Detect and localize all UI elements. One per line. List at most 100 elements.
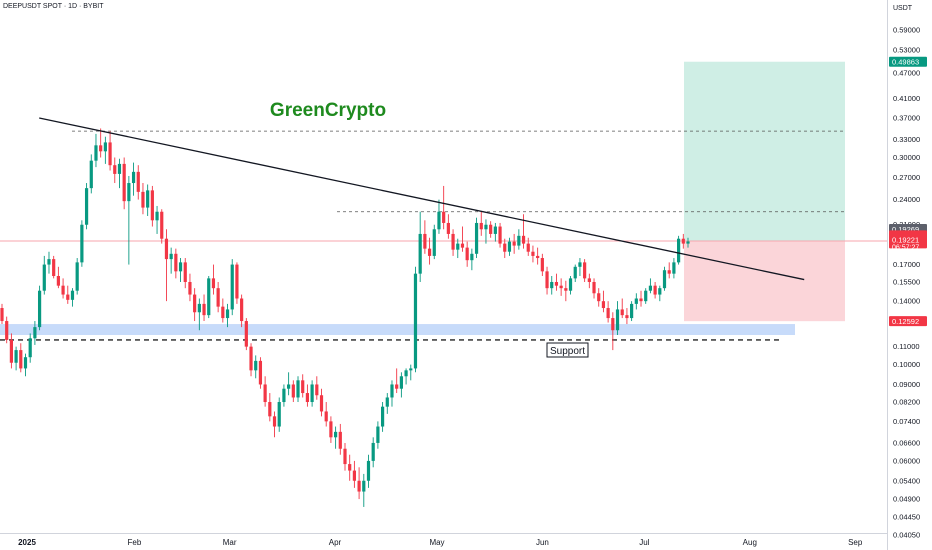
candle [183,258,187,289]
candle [277,397,281,432]
candle [305,384,310,407]
candle [465,241,469,267]
candle [611,312,615,351]
candle [108,131,112,171]
candle [122,157,126,210]
candle [470,248,474,271]
candle [127,175,131,265]
candle [639,290,643,307]
candle [592,278,596,299]
candle [221,298,225,323]
candle [390,380,394,407]
candle [0,303,4,325]
candle [287,372,291,396]
x-tick-label: Mar [223,538,237,547]
candle [113,157,117,184]
candle [484,219,488,244]
y-axis[interactable]: 0.59000 0.53000 0.47000 0.41000 0.37000 0.330… [893,26,920,540]
candle [357,467,361,500]
candle [141,183,145,215]
candle [282,384,286,407]
candle [169,247,173,274]
candle [658,285,662,302]
candle [197,298,201,331]
candle [9,333,13,369]
candle [409,364,413,381]
candle [681,233,685,249]
candle [423,220,427,254]
candle [677,235,681,265]
candle [291,380,295,403]
candle [573,264,577,282]
candle [52,255,56,279]
candle [601,290,606,313]
candle [150,185,154,227]
y-tick-label: 0.10000 [893,360,920,369]
candle [23,353,28,377]
candle [244,318,248,351]
candle [99,128,103,158]
candle [19,343,23,373]
candle [597,288,601,307]
x-axis[interactable]: 2025 Feb Mar Apr May Jun Jul Aug Sep [18,538,863,547]
candle [489,221,493,238]
candle [540,253,544,277]
y-tick-label: 0.04050 [893,531,920,540]
y-tick-label: 0.09000 [893,380,920,389]
candle [14,346,18,371]
candle [352,460,356,488]
candle [272,411,277,438]
candle [451,229,455,256]
trendline[interactable] [39,117,805,281]
candle [42,255,46,295]
x-tick-label: Jul [639,538,649,547]
candle [258,357,263,389]
candle [615,301,620,336]
x-tick-label: May [429,538,444,547]
candle [174,248,178,279]
candle [84,183,89,230]
candle [164,229,169,302]
candle [371,437,375,468]
candle [301,374,305,398]
x-tick-label: Aug [743,538,757,547]
candle [362,473,366,507]
candle [319,388,324,417]
candle [385,393,389,414]
y-tick-label: 0.04900 [893,495,920,504]
candle [28,333,32,363]
candle [329,416,333,443]
candle [80,220,84,267]
candle [432,224,436,260]
candle [178,258,183,282]
watermark: GreenCrypto [270,100,386,121]
candle [366,454,371,488]
y-tick-label: 0.47000 [893,68,920,77]
x-tick-label: Feb [128,538,142,547]
y-tick-label: 0.33000 [893,135,920,144]
y-tick-label: 0.15500 [893,277,920,286]
candle [512,233,516,254]
candle [263,376,267,407]
candle [33,321,37,345]
y-tick-label: 0.24000 [893,195,920,204]
candle [310,380,314,407]
candle [136,165,140,200]
candle [550,276,554,295]
x-tick-label: Jun [536,538,549,547]
candle [249,343,253,377]
candle [437,199,441,234]
candle [446,214,450,239]
candle [474,217,479,259]
candle [625,308,629,325]
candle [338,423,342,455]
candle [460,226,465,252]
candle [193,288,197,322]
candle [667,262,671,279]
candle [545,266,549,295]
candle [348,454,352,481]
candle [240,294,244,328]
y-tick-label: 0.30000 [893,153,920,162]
